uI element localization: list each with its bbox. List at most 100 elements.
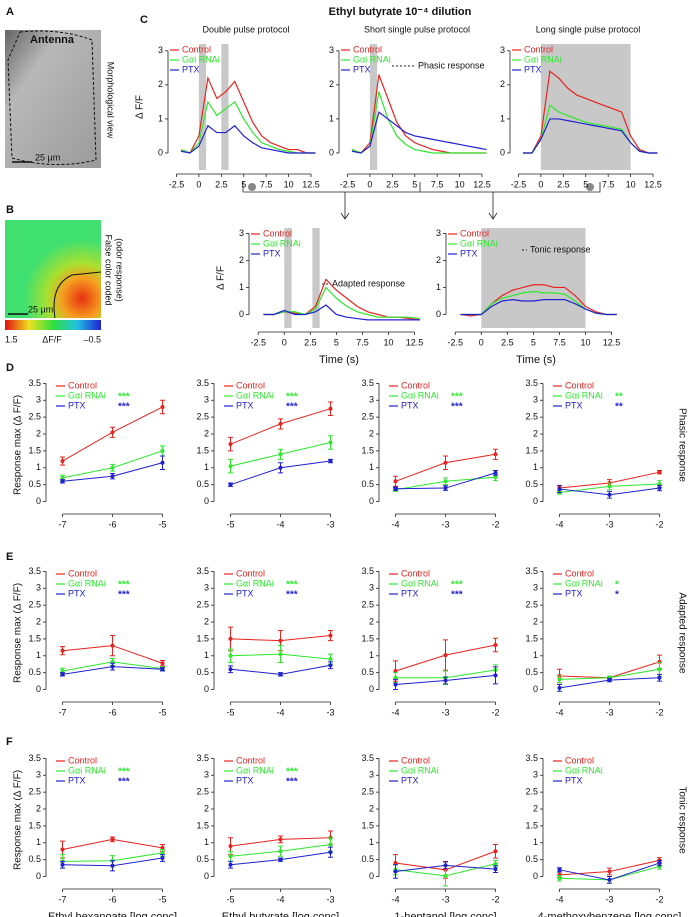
x-tick-label: 7.5: [356, 337, 369, 347]
point: [160, 845, 165, 850]
legend-label: Control: [353, 44, 382, 54]
point: [60, 459, 65, 464]
y-tick-label: 0.5: [196, 479, 209, 489]
y-axis-label: Response max (Δ F/F): [13, 395, 24, 495]
point: [493, 867, 498, 872]
legend-label: PTX: [68, 588, 86, 598]
y-tick-label: 2: [204, 428, 209, 438]
y-tick-label: 1: [204, 650, 209, 660]
point: [328, 657, 333, 662]
point: [228, 636, 233, 641]
x-tick-label: 5: [412, 179, 417, 189]
y-tick-label: 3: [36, 395, 41, 405]
legend-label: Gαi RNAi: [68, 390, 106, 400]
x-tick-label: 12.5: [603, 337, 621, 347]
stimulus: [312, 228, 320, 328]
point: [328, 850, 333, 855]
y-tick-label: 2: [36, 616, 41, 626]
y-tick-label: 1.5: [196, 820, 209, 830]
x-tick-label: -5: [158, 894, 166, 904]
x-tick-label: 10: [384, 337, 394, 347]
y-tick-label: 0: [500, 147, 505, 157]
colorbar-label: –0.5: [83, 334, 101, 344]
y-tick-label: 0: [369, 496, 374, 506]
y-tick-label: 3.5: [525, 753, 538, 763]
figure-title: Ethyl butyrate 10⁻⁴ dilution: [329, 6, 472, 18]
point: [493, 849, 498, 854]
side-label: Morphological view: [106, 62, 116, 139]
legend-label: Gαi RNAi: [236, 578, 274, 588]
y-tick-label: 1.5: [525, 633, 538, 643]
legend-label: PTX: [460, 248, 478, 258]
significance: ***: [286, 580, 298, 591]
point: [228, 482, 233, 487]
point: [328, 406, 333, 411]
x-tick-label: -5: [158, 707, 166, 717]
point: [60, 668, 65, 673]
point: [110, 465, 115, 470]
y-axis-label: Response max (Δ F/F): [13, 770, 24, 870]
x-tick-label: 7.5: [431, 179, 444, 189]
x-tick-label: -6: [108, 519, 116, 529]
point: [657, 486, 662, 491]
heatmap-image: [5, 220, 101, 318]
y-tick-label: 2.5: [525, 787, 538, 797]
y-tick-label: 2: [329, 79, 334, 89]
x-tick-label: 5: [334, 337, 339, 347]
legend-label: Control: [263, 228, 292, 238]
x-tick-label: -2.5: [511, 179, 527, 189]
significance: ***: [286, 392, 298, 403]
point: [60, 862, 65, 867]
x-tick-label: 2.5: [304, 337, 317, 347]
point: [443, 653, 448, 658]
x-tick-label: 7.5: [260, 179, 273, 189]
side-label: (odor response): [115, 238, 125, 302]
point: [228, 844, 233, 849]
y-tick-label: 1: [533, 837, 538, 847]
legend-label: Control: [460, 228, 489, 238]
series-line: [460, 299, 617, 316]
y-tick-label: 2: [204, 803, 209, 813]
x-tick-label: -4: [555, 519, 563, 529]
annotation: Adapted response: [332, 278, 405, 288]
point: [60, 847, 65, 852]
legend-label: PTX: [401, 775, 419, 785]
legend-label: Control: [565, 755, 594, 765]
row-label: Tonic response: [676, 786, 687, 854]
colorbar-label: ΔF/F: [42, 334, 62, 344]
legend-label: Gαi RNAi: [565, 578, 603, 588]
point: [110, 863, 115, 868]
point: [228, 464, 233, 469]
y-tick-label: 0.5: [28, 854, 41, 864]
point: [278, 465, 283, 470]
y-tick-label: 0: [204, 496, 209, 506]
legend-label: Control: [236, 568, 265, 578]
x-tick-label: -2.5: [340, 179, 356, 189]
point: [160, 405, 165, 410]
significance: ***: [118, 402, 130, 413]
point: [657, 470, 662, 475]
point: [278, 421, 283, 426]
y-tick-label: 0.5: [196, 854, 209, 864]
stimulus: [481, 228, 586, 328]
x-tick-label: 7.5: [553, 337, 566, 347]
x-tick-label: 2.5: [386, 179, 399, 189]
point: [493, 475, 498, 480]
y-tick-label: 2.5: [361, 787, 374, 797]
stimulus: [198, 44, 207, 170]
x-tick-label: 2.5: [501, 337, 514, 347]
significance: ***: [451, 590, 463, 601]
point: [393, 861, 398, 866]
point: [278, 849, 283, 854]
x-tick-label: -5: [226, 707, 234, 717]
legend-label: Control: [236, 380, 265, 390]
chart-title: Double pulse protocol: [202, 24, 289, 34]
y-tick-label: 1.5: [361, 820, 374, 830]
y-tick-label: 2.5: [361, 600, 374, 610]
x-tick-label: -5: [226, 894, 234, 904]
y-tick-label: 1: [36, 650, 41, 660]
row-label: Phasic response: [676, 408, 687, 482]
x-tick-label: -4: [391, 707, 399, 717]
x-tick-label: -3: [441, 894, 449, 904]
y-tick-label: 3: [204, 583, 209, 593]
